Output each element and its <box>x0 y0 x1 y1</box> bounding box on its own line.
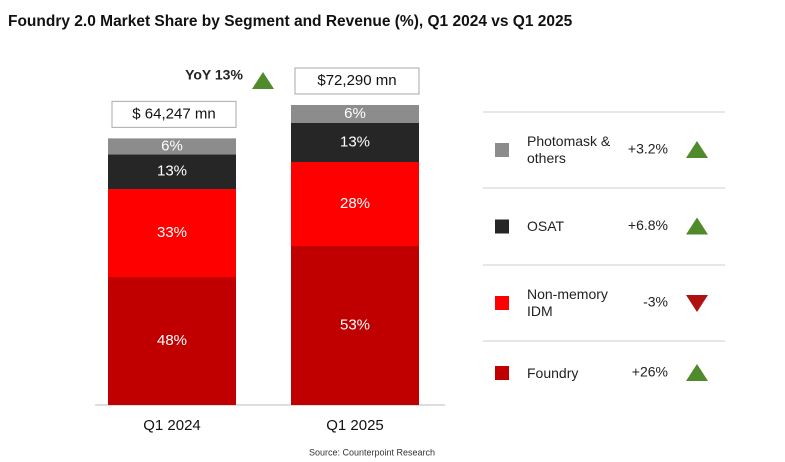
legend-label: Photomask & others <box>527 128 619 172</box>
bar-segment <box>108 154 236 190</box>
x-tick-label: Q1 2024 <box>143 417 201 434</box>
legend-label-box: Foundry <box>527 351 619 395</box>
legend-text: Foundry <box>527 364 579 381</box>
value-label: 13% <box>340 133 370 150</box>
legend-swatch <box>495 366 509 380</box>
total-box <box>111 100 237 128</box>
legend-change: +3.2% <box>628 141 668 157</box>
yoy-arrow <box>252 72 274 89</box>
bar-segment <box>291 162 419 246</box>
total-box <box>294 67 420 95</box>
legend-text: OSAT <box>527 218 565 234</box>
legend-swatch <box>495 296 509 310</box>
source: Source: Counterpoint Research <box>309 447 435 457</box>
bar-segment <box>291 105 419 123</box>
x-tick-label: Q1 2025 <box>326 417 384 434</box>
legend-text: Photomask & others <box>527 133 611 166</box>
value-label: 6% <box>161 137 183 154</box>
legend-change: +26% <box>632 364 668 380</box>
bar-segment <box>291 246 419 405</box>
bar-segment <box>291 123 419 162</box>
legend-label: OSAT <box>527 205 619 249</box>
legend-label-box: OSAT <box>527 205 619 249</box>
bar-segment <box>108 138 236 155</box>
bar-segment <box>108 277 236 405</box>
yoy-label: YoY 13% <box>185 67 243 83</box>
total-label: $72,290 mn <box>317 72 396 89</box>
legend-label: Foundry <box>527 351 619 395</box>
value-label: 53% <box>340 316 370 333</box>
legend-label-box: Non-memory IDM <box>527 281 619 325</box>
legend-swatch <box>495 143 509 157</box>
bar-segment <box>108 189 236 278</box>
value-label: 48% <box>157 332 187 349</box>
trend-arrow <box>686 364 708 381</box>
value-label: 33% <box>157 224 187 241</box>
value-label: 28% <box>340 195 370 212</box>
trend-arrow <box>686 295 708 312</box>
legend-swatch <box>495 219 509 234</box>
value-label: 13% <box>157 163 187 180</box>
legend-label: Non-memory IDM <box>527 281 619 325</box>
legend-change: +6.8% <box>628 217 668 233</box>
legend-change: -3% <box>643 294 668 310</box>
chart-title: Foundry 2.0 Market Share by Segment and … <box>8 13 573 30</box>
trend-arrow <box>686 141 708 158</box>
value-label: 6% <box>344 105 366 122</box>
trend-arrow <box>686 217 708 235</box>
legend-text: Non-memory IDM <box>527 286 608 319</box>
legend-label-box: Photomask & others <box>527 128 619 172</box>
total-label: $ 64,247 mn <box>132 105 215 122</box>
